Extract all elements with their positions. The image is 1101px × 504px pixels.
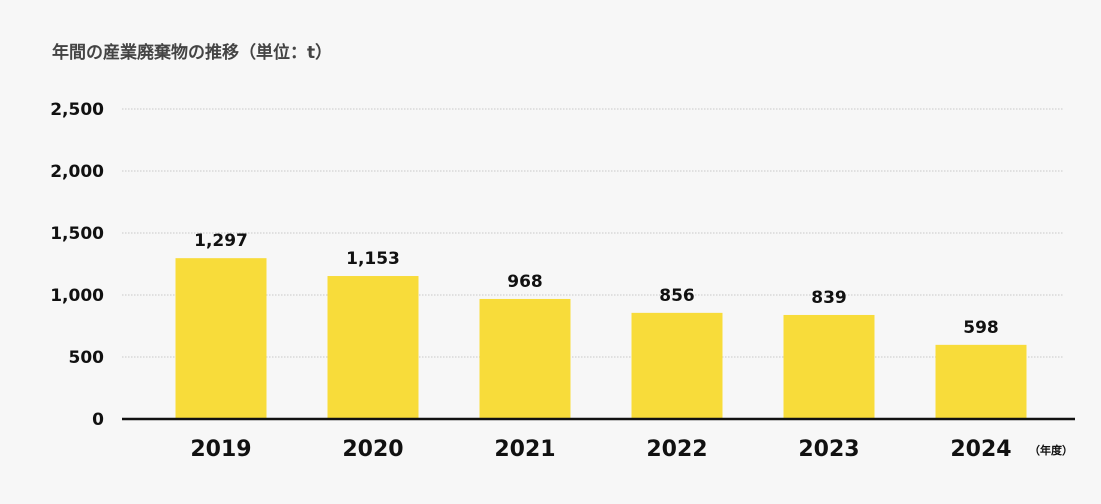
data-label: 839 (811, 288, 847, 308)
x-tick-label: 2024 (950, 437, 1011, 462)
bars (175, 258, 1027, 419)
bar-2021 (479, 298, 571, 419)
bar-2023 (783, 314, 875, 419)
data-label: 856 (659, 286, 695, 306)
x-tick-label: 2021 (494, 437, 555, 462)
y-tick-label: 1,000 (50, 286, 104, 306)
bar-2020 (327, 276, 419, 419)
y-tick-label: 2,000 (50, 162, 104, 182)
data-labels: 1,297 1,153 968 856 839 598 (194, 231, 999, 338)
gridlines (122, 108, 1063, 358)
bar-2024 (935, 344, 1027, 419)
x-axis-unit-label: （年度） (1029, 443, 1073, 457)
data-label: 968 (507, 272, 543, 292)
data-label: 1,297 (194, 231, 248, 251)
x-tick-label: 2022 (646, 437, 707, 462)
x-axis-ticks: 2019 2020 2021 2022 2023 2024 (190, 437, 1011, 462)
x-tick-label: 2023 (798, 437, 859, 462)
y-tick-label: 1,500 (50, 224, 104, 244)
data-label: 598 (963, 318, 999, 338)
bar-2019 (175, 258, 267, 419)
y-tick-label: 2,500 (50, 100, 104, 120)
x-tick-label: 2020 (342, 437, 403, 462)
data-label: 1,153 (346, 249, 400, 269)
bar-2022 (631, 312, 723, 419)
y-tick-label: 500 (69, 348, 105, 368)
y-axis-ticks: 0 500 1,000 1,500 2,000 2,500 (50, 100, 104, 430)
x-tick-label: 2019 (190, 437, 251, 462)
chart-title: 年間の産業廃棄物の推移（単位：t） (52, 42, 332, 63)
y-tick-label: 0 (92, 410, 104, 430)
